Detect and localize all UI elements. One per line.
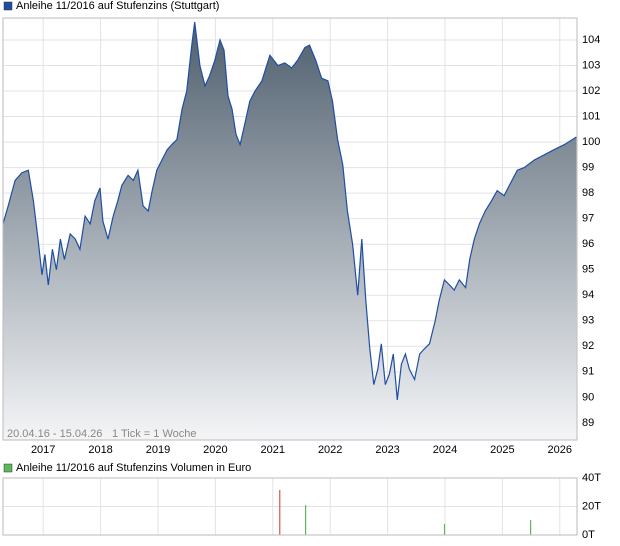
x-tick-label: 2025 xyxy=(490,444,514,456)
area-fill xyxy=(3,22,577,440)
legend-swatch xyxy=(3,1,13,11)
y-tick-label: 103 xyxy=(582,59,600,71)
date-range: 20.04.16 - 15.04.26 xyxy=(7,428,102,440)
volume-bar xyxy=(279,489,281,535)
x-tick-label: 2021 xyxy=(261,444,285,456)
y-tick-label: 91 xyxy=(582,366,594,378)
x-tick-label: 2022 xyxy=(318,444,342,456)
plot-frame xyxy=(2,17,578,441)
y-tick-label: 0T xyxy=(582,529,595,541)
legend-label: Anleihe 11/2016 auf Stufenzins (Stuttgar… xyxy=(16,0,219,12)
x-tick-label: 2026 xyxy=(548,444,572,456)
y-tick-label: 92 xyxy=(582,340,594,352)
volume-bar xyxy=(530,520,532,535)
y-tick-label: 94 xyxy=(582,289,594,301)
x-tick-label: 2017 xyxy=(31,444,55,456)
y-tick-label: 95 xyxy=(582,264,594,276)
legend-label: Anleihe 11/2016 auf Stufenzins Volumen i… xyxy=(16,462,251,474)
plot-frame xyxy=(2,477,578,536)
y-tick-label: 20T xyxy=(582,500,601,512)
x-tick-label: 2024 xyxy=(433,444,457,456)
tick-note: 1 Tick = 1 Woche xyxy=(112,428,196,440)
y-tick-label: 101 xyxy=(582,110,600,122)
y-tick-label: 98 xyxy=(582,187,594,199)
x-tick-label: 2019 xyxy=(146,444,170,456)
volume-bar xyxy=(304,505,307,535)
y-tick-label: 96 xyxy=(582,238,594,250)
x-tick-label: 2020 xyxy=(203,444,227,456)
legend-swatch xyxy=(3,463,13,473)
x-tick-label: 2023 xyxy=(375,444,399,456)
y-tick-label: 93 xyxy=(582,315,594,327)
x-tick-label: 2018 xyxy=(88,444,112,456)
y-tick-label: 104 xyxy=(582,34,600,46)
price-line xyxy=(2,22,577,400)
y-tick-label: 89 xyxy=(582,417,594,429)
y-tick-label: 90 xyxy=(582,391,594,403)
y-tick-label: 102 xyxy=(582,85,600,97)
volume-bar xyxy=(443,524,446,535)
y-tick-label: 40T xyxy=(582,472,601,484)
y-tick-label: 100 xyxy=(582,136,600,148)
y-tick-label: 99 xyxy=(582,162,594,174)
y-tick-label: 97 xyxy=(582,213,594,225)
